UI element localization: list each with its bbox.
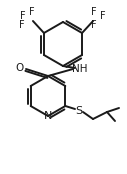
Text: S: S [75,106,83,116]
Text: O: O [16,63,24,73]
Text: F: F [29,7,35,17]
Text: F: F [19,20,25,30]
Text: F: F [91,20,97,30]
Text: F: F [100,11,106,21]
Text: N: N [44,111,52,121]
Text: NH: NH [72,64,88,74]
Text: F: F [91,7,97,17]
Text: F: F [20,11,26,21]
